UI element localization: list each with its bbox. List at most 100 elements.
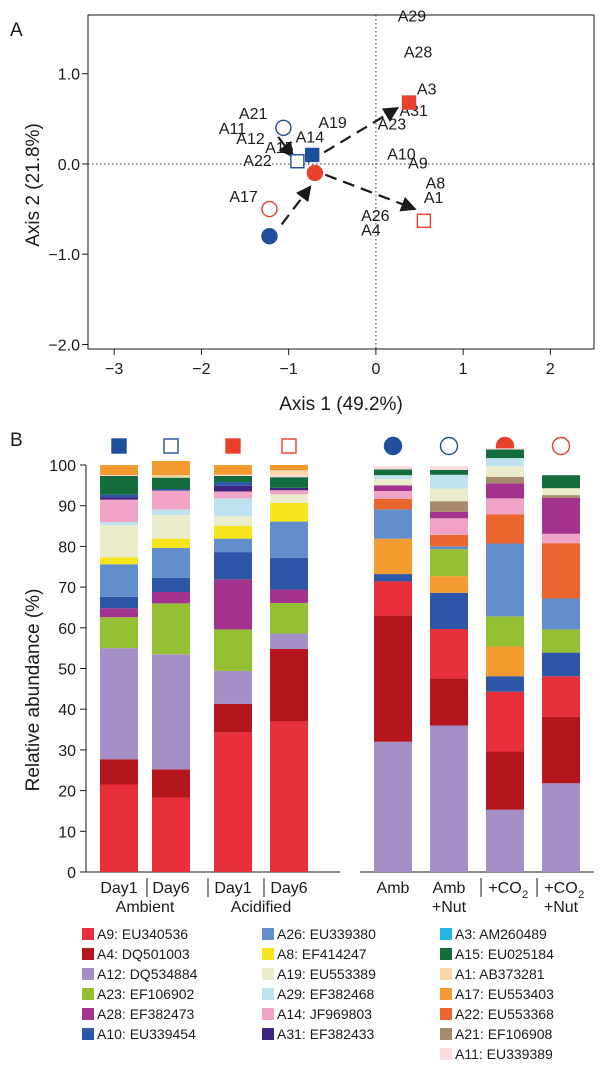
otu-label: A9 (408, 155, 428, 172)
bar-segment (542, 497, 580, 534)
legend-label: A31: EF382433 (277, 1026, 375, 1042)
panel-b-stacked-bars: B 0 10 20 30 40 50 60 70 80 90 100 Day1 Day6 Day1 Day… (10, 430, 594, 1062)
bar-segment (100, 465, 138, 476)
bar-segment (270, 602, 308, 634)
bar-segment (152, 797, 190, 872)
category-label: +CO (544, 880, 577, 897)
otu-label: A22 (243, 153, 272, 170)
bar-segment (100, 521, 138, 526)
bar-segment (214, 498, 252, 517)
bar-segment (214, 474, 252, 476)
bar-segment (100, 648, 138, 760)
bar-segment (486, 448, 524, 450)
bar-segment (542, 783, 580, 872)
bar-segment (486, 449, 524, 459)
otu-label: A3 (417, 81, 437, 98)
panel-b-bars (100, 448, 580, 872)
bar-segment (430, 592, 468, 630)
panel-a-label: A (10, 20, 23, 41)
bar-segment (214, 485, 252, 492)
bar-marker-circle (383, 436, 403, 456)
bar-segment (430, 546, 468, 550)
legend-swatch (262, 1028, 274, 1040)
bar-segment (430, 535, 468, 547)
y-tick-label: 90 (58, 499, 76, 516)
bar-segment (100, 525, 138, 558)
otu-label: A8 (426, 175, 446, 192)
y-tick-label: 70 (58, 580, 76, 597)
y-tick-label: 40 (58, 702, 76, 719)
y-tick-label: 1.0 (58, 67, 80, 84)
legend-swatch (440, 968, 452, 980)
bar-segment (270, 521, 308, 558)
panel-b-label: B (10, 430, 23, 451)
legend-swatch (440, 1028, 452, 1040)
x-tick-label: 2 (546, 361, 555, 378)
bar-segment (542, 495, 580, 498)
x-tick-label: 1 (459, 361, 468, 378)
otu-label: A12 (236, 131, 265, 148)
legend-label: A15: EU025184 (455, 946, 554, 962)
category-label: Day6 (270, 880, 307, 897)
trajectory-arrow (280, 185, 312, 226)
bar-segment (100, 475, 138, 495)
bar-segment (486, 466, 524, 477)
x-tick-label: 0 (371, 361, 380, 378)
group-label: Ambient (116, 899, 175, 916)
bar-segment (100, 596, 138, 609)
bar-segment (486, 483, 524, 499)
bar-segment (430, 629, 468, 679)
bar-segment (374, 485, 412, 492)
trajectory-arrow (307, 107, 400, 164)
bar-segment (374, 509, 412, 539)
bar-segment (100, 497, 138, 500)
bar-segment (542, 676, 580, 717)
bar-segment (486, 646, 524, 677)
bar-segment (486, 514, 524, 544)
bar-segment (430, 518, 468, 536)
legend-label: A1: AB373281 (455, 966, 545, 982)
legend-swatch (82, 1008, 94, 1020)
legend-label: A29: EF382468 (277, 986, 375, 1002)
bar-segment (214, 579, 252, 630)
bar-segment (430, 469, 468, 475)
category-label: Day1 (100, 880, 137, 897)
category-label-subscript: 2 (578, 889, 584, 901)
panel-a-arrows (277, 107, 417, 226)
panel-a-plot-frame (87, 14, 595, 350)
bar-segment (542, 652, 580, 677)
bar-segment (152, 489, 190, 491)
bar-segment (374, 581, 412, 616)
bar-segment (100, 557, 138, 565)
panel-b-legend: A9: EU340536 A4: DQ501003 A12: DQ534884 A23… (82, 926, 554, 1062)
legend-label: A3: AM260489 (455, 926, 547, 942)
bar-segment (486, 476, 524, 484)
sample-point-circle (261, 227, 278, 245)
bar-segment (214, 465, 252, 475)
bar-segment (374, 479, 412, 486)
legend-swatch (262, 1008, 274, 1020)
group-label: Acidified (231, 899, 291, 916)
bar-segment (430, 501, 468, 512)
bar-segment (214, 482, 252, 486)
bar-segment (270, 470, 308, 476)
bar-segment (214, 629, 252, 671)
panel-a-y-axis-title: Axis 2 (21.8%) (23, 123, 44, 247)
bar-segment (270, 477, 308, 488)
otu-label: A11 (219, 121, 246, 138)
bar-segment (152, 538, 190, 549)
bar-marker-square (163, 438, 179, 454)
bar-segment (542, 629, 580, 653)
bar-segment (486, 751, 524, 810)
otu-label: A17 (229, 189, 258, 206)
bar-segment (100, 499, 138, 522)
legend-label: A9: EU340536 (97, 926, 188, 942)
bar-segment (270, 475, 308, 478)
otu-label: A10 (387, 146, 416, 163)
bar-segment (152, 460, 190, 476)
bar-segment (152, 769, 190, 798)
legend-label: A8: EF414247 (277, 946, 367, 962)
bar-segment (374, 491, 412, 499)
bar-segment (214, 516, 252, 527)
